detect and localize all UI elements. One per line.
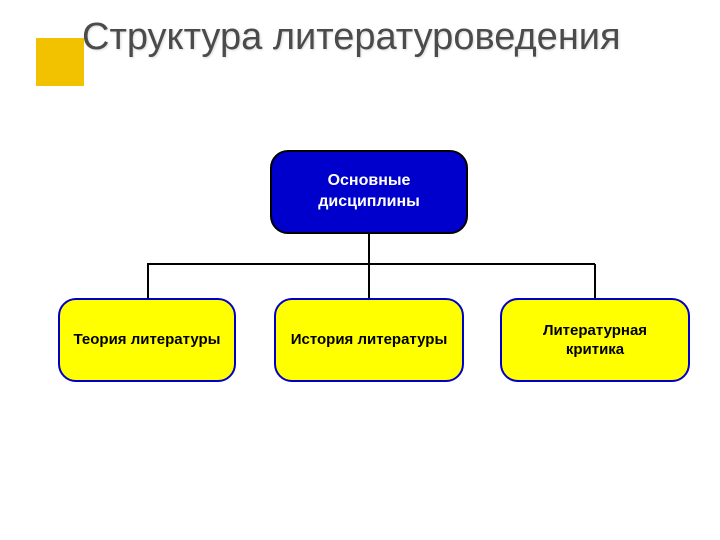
- connector-line: [594, 264, 596, 298]
- child-node-3: Литературная критика: [500, 298, 690, 382]
- connector-line: [368, 234, 370, 264]
- child-node-1: Теория литературы: [58, 298, 236, 382]
- connector-line: [147, 263, 595, 265]
- connector-line: [368, 264, 370, 298]
- connector-line: [147, 264, 149, 298]
- parent-node: Основные дисциплины: [270, 150, 468, 234]
- child-node-2: История литературы: [274, 298, 464, 382]
- accent-square: [36, 38, 84, 86]
- slide-title: Структура литературоведения: [82, 16, 621, 60]
